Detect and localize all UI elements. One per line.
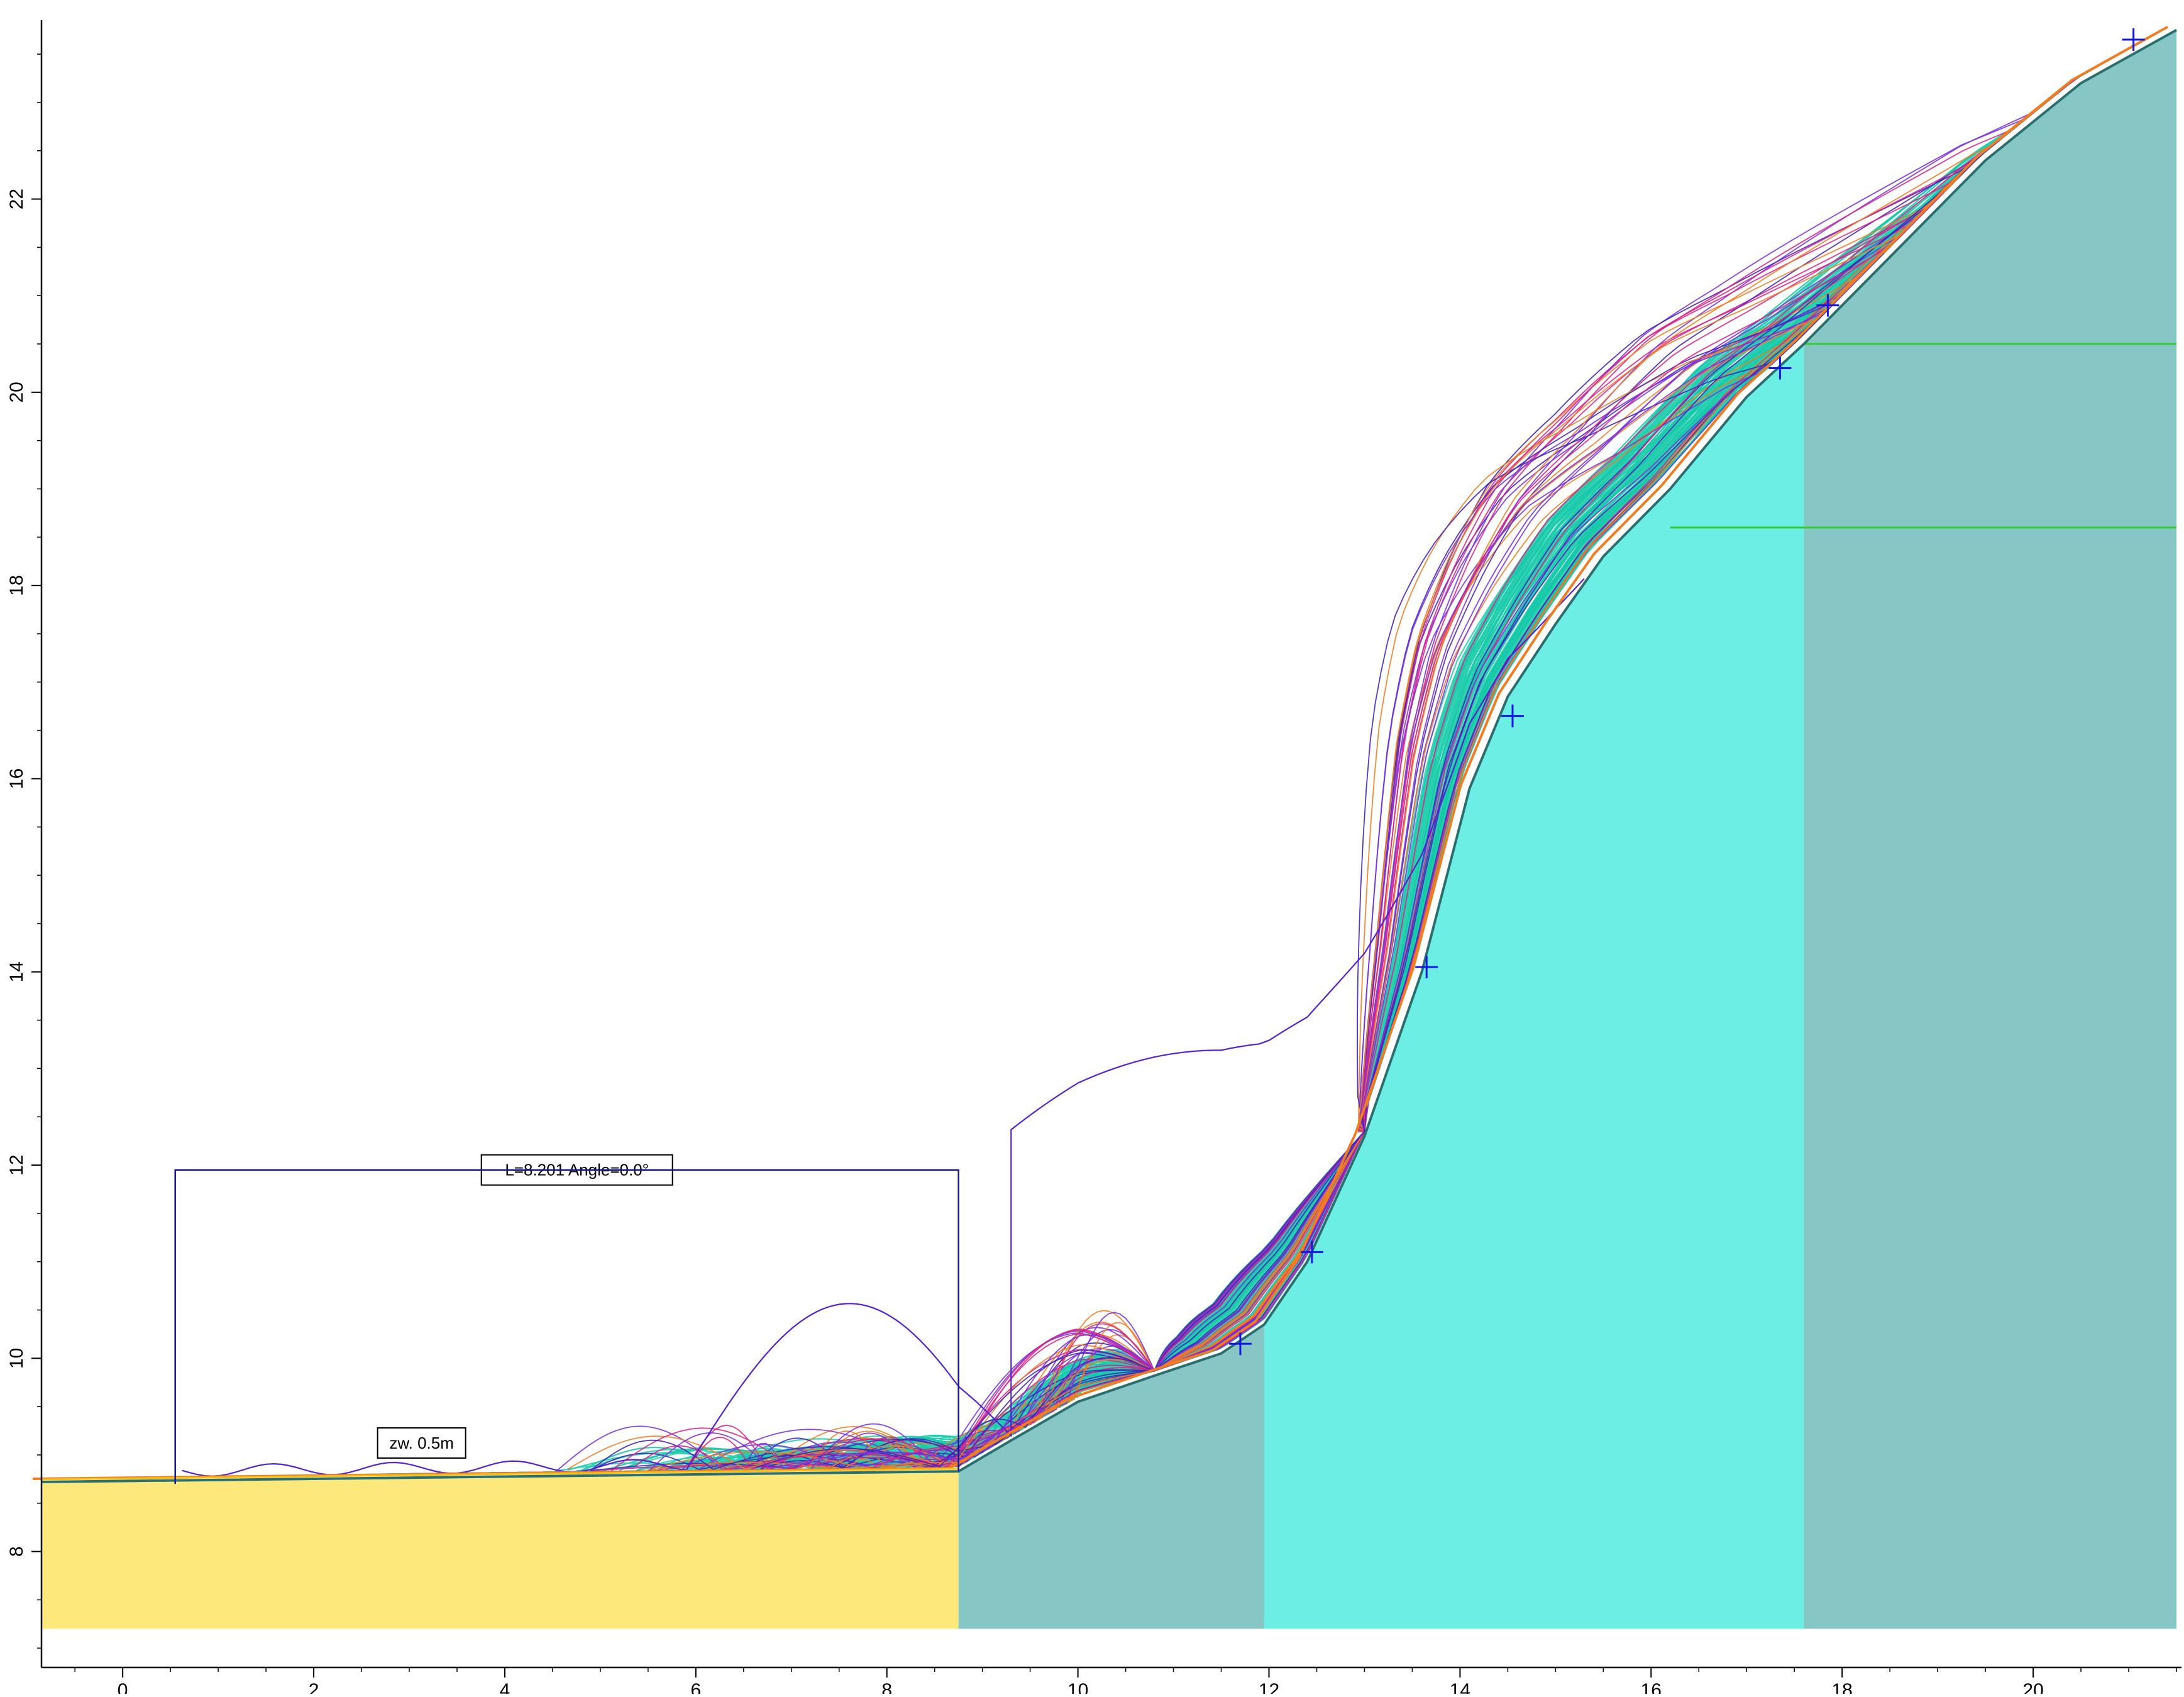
trajectory-line: [592, 147, 1991, 1473]
water-table-lines: [1670, 343, 2176, 529]
soil-region-0: [41, 1471, 959, 1629]
x-tick-label: 20: [2022, 1680, 2043, 1694]
marker-cross: [1816, 294, 1839, 317]
dimension-line: [174, 1169, 959, 1484]
x-tick-label: 8: [881, 1680, 892, 1694]
marker-cross: [2122, 28, 2145, 52]
y-tick-label: 22: [6, 189, 27, 209]
trajectory-line: [864, 308, 1829, 1468]
annotation-box: [377, 1427, 466, 1459]
x-tick-label: 18: [1832, 1680, 1853, 1694]
trajectory-line: [945, 261, 1876, 1466]
y-tick-label: 8: [6, 1546, 27, 1557]
y-tick-label: 14: [6, 961, 27, 982]
trajectory-line: [873, 192, 1944, 1468]
x-tick-label: 6: [690, 1680, 701, 1694]
y-tick-label: 20: [6, 382, 27, 402]
flat-ground-edge: [41, 1468, 959, 1481]
trajectory-line: [953, 121, 2022, 1468]
annotation-label: zw. 0.5m: [389, 1434, 454, 1452]
marker-cross: [1300, 1241, 1323, 1264]
slope-profile: [41, 28, 2177, 1483]
trajectory-line: [568, 92, 2059, 1470]
x-tick-label: 10: [1067, 1680, 1088, 1694]
x-tick-label: 2: [309, 1680, 319, 1694]
trajectory-line: [594, 109, 2038, 1471]
y-tick-label: 16: [6, 768, 27, 789]
y-tick-label: 10: [6, 1348, 27, 1369]
trajectory-line: [455, 129, 2013, 1474]
slope-profile-orange: [32, 25, 2168, 1480]
trajectory-line: [516, 258, 1879, 1473]
soil-region-1: [958, 1324, 1264, 1629]
trajectory-line: [570, 178, 1958, 1473]
marker-cross: [1768, 357, 1792, 380]
trajectory-line: [410, 182, 1954, 1474]
x-tick-label: 14: [1450, 1680, 1470, 1694]
annotations: zw. 0.5m: [377, 1427, 466, 1459]
slope-profile-group: [32, 25, 2177, 1483]
marker-crosses: [1228, 28, 2145, 1356]
dimension-bracket: L=8.201 Angle=0.0°: [174, 1154, 959, 1484]
rockfall-trajectories: [182, 63, 2104, 1477]
soil-regions: [41, 30, 2176, 1629]
y-tick-label: 12: [6, 1154, 27, 1175]
marker-cross: [1501, 704, 1524, 727]
y-tick-label: 18: [6, 575, 27, 595]
marker-cross: [1415, 956, 1438, 979]
trajectory-line-outer: [182, 578, 1585, 1477]
x-tick-label: 4: [500, 1680, 510, 1694]
x-tick-label: 12: [1259, 1680, 1279, 1694]
x-tick-label: 0: [118, 1680, 128, 1694]
marker-cross: [1228, 1332, 1252, 1356]
soil-region-2: [1264, 344, 1804, 1629]
soil-region-3: [1804, 30, 2176, 1629]
x-tick-label: 16: [1641, 1680, 1662, 1694]
